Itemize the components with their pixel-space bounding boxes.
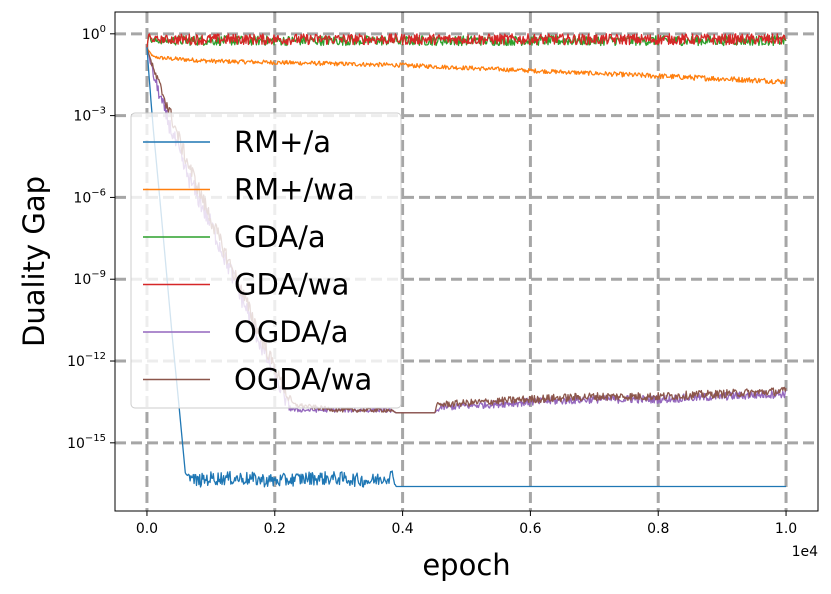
series-line-rm-wa [146,47,787,85]
y-tick-label: 10−15 [67,433,106,452]
y-tick-label: 10−9 [73,269,106,288]
y-tick-label: 10−3 [73,106,106,125]
legend-label-rm-a: RM+/a [234,125,331,159]
y-axis-label: Duality Gap [17,176,51,347]
axis-ticks: 0.0 0.2 0.4 0.6 0.8 1.0 100 10−3 10−6 10−9 10−12 10… [67,24,797,537]
x-tick-label: 0.4 [391,521,413,537]
legend: RM+/a RM+/wa GDA/a GDA/wa OGDA/a OGDA/wa [130,112,402,409]
series-line-gda-wa [146,33,787,48]
x-tick-label: 0.6 [519,521,541,537]
legend-label-rm-wa: RM+/wa [234,173,355,207]
x-axis-offset-label: 1e4 [792,544,819,560]
x-tick-label: 0.0 [136,521,158,537]
legend-label-gda-a: GDA/a [234,220,326,254]
legend-label-gda-wa: GDA/wa [234,268,349,302]
plot-frame [114,11,819,512]
y-tick-label: 100 [82,24,106,43]
legend-label-ogda-a: OGDA/a [234,315,349,349]
legend-box [130,112,402,409]
y-tick-label: 10−6 [73,187,106,206]
y-tick-label: 10−12 [67,351,106,370]
series-line-rm-a [146,47,786,488]
x-tick-label: 0.8 [647,521,669,537]
x-tick-label: 1.0 [775,521,797,537]
legend-label-ogda-wa: OGDA/wa [234,363,372,397]
x-tick-label: 0.2 [264,521,286,537]
x-axis-label: epoch [422,548,510,582]
